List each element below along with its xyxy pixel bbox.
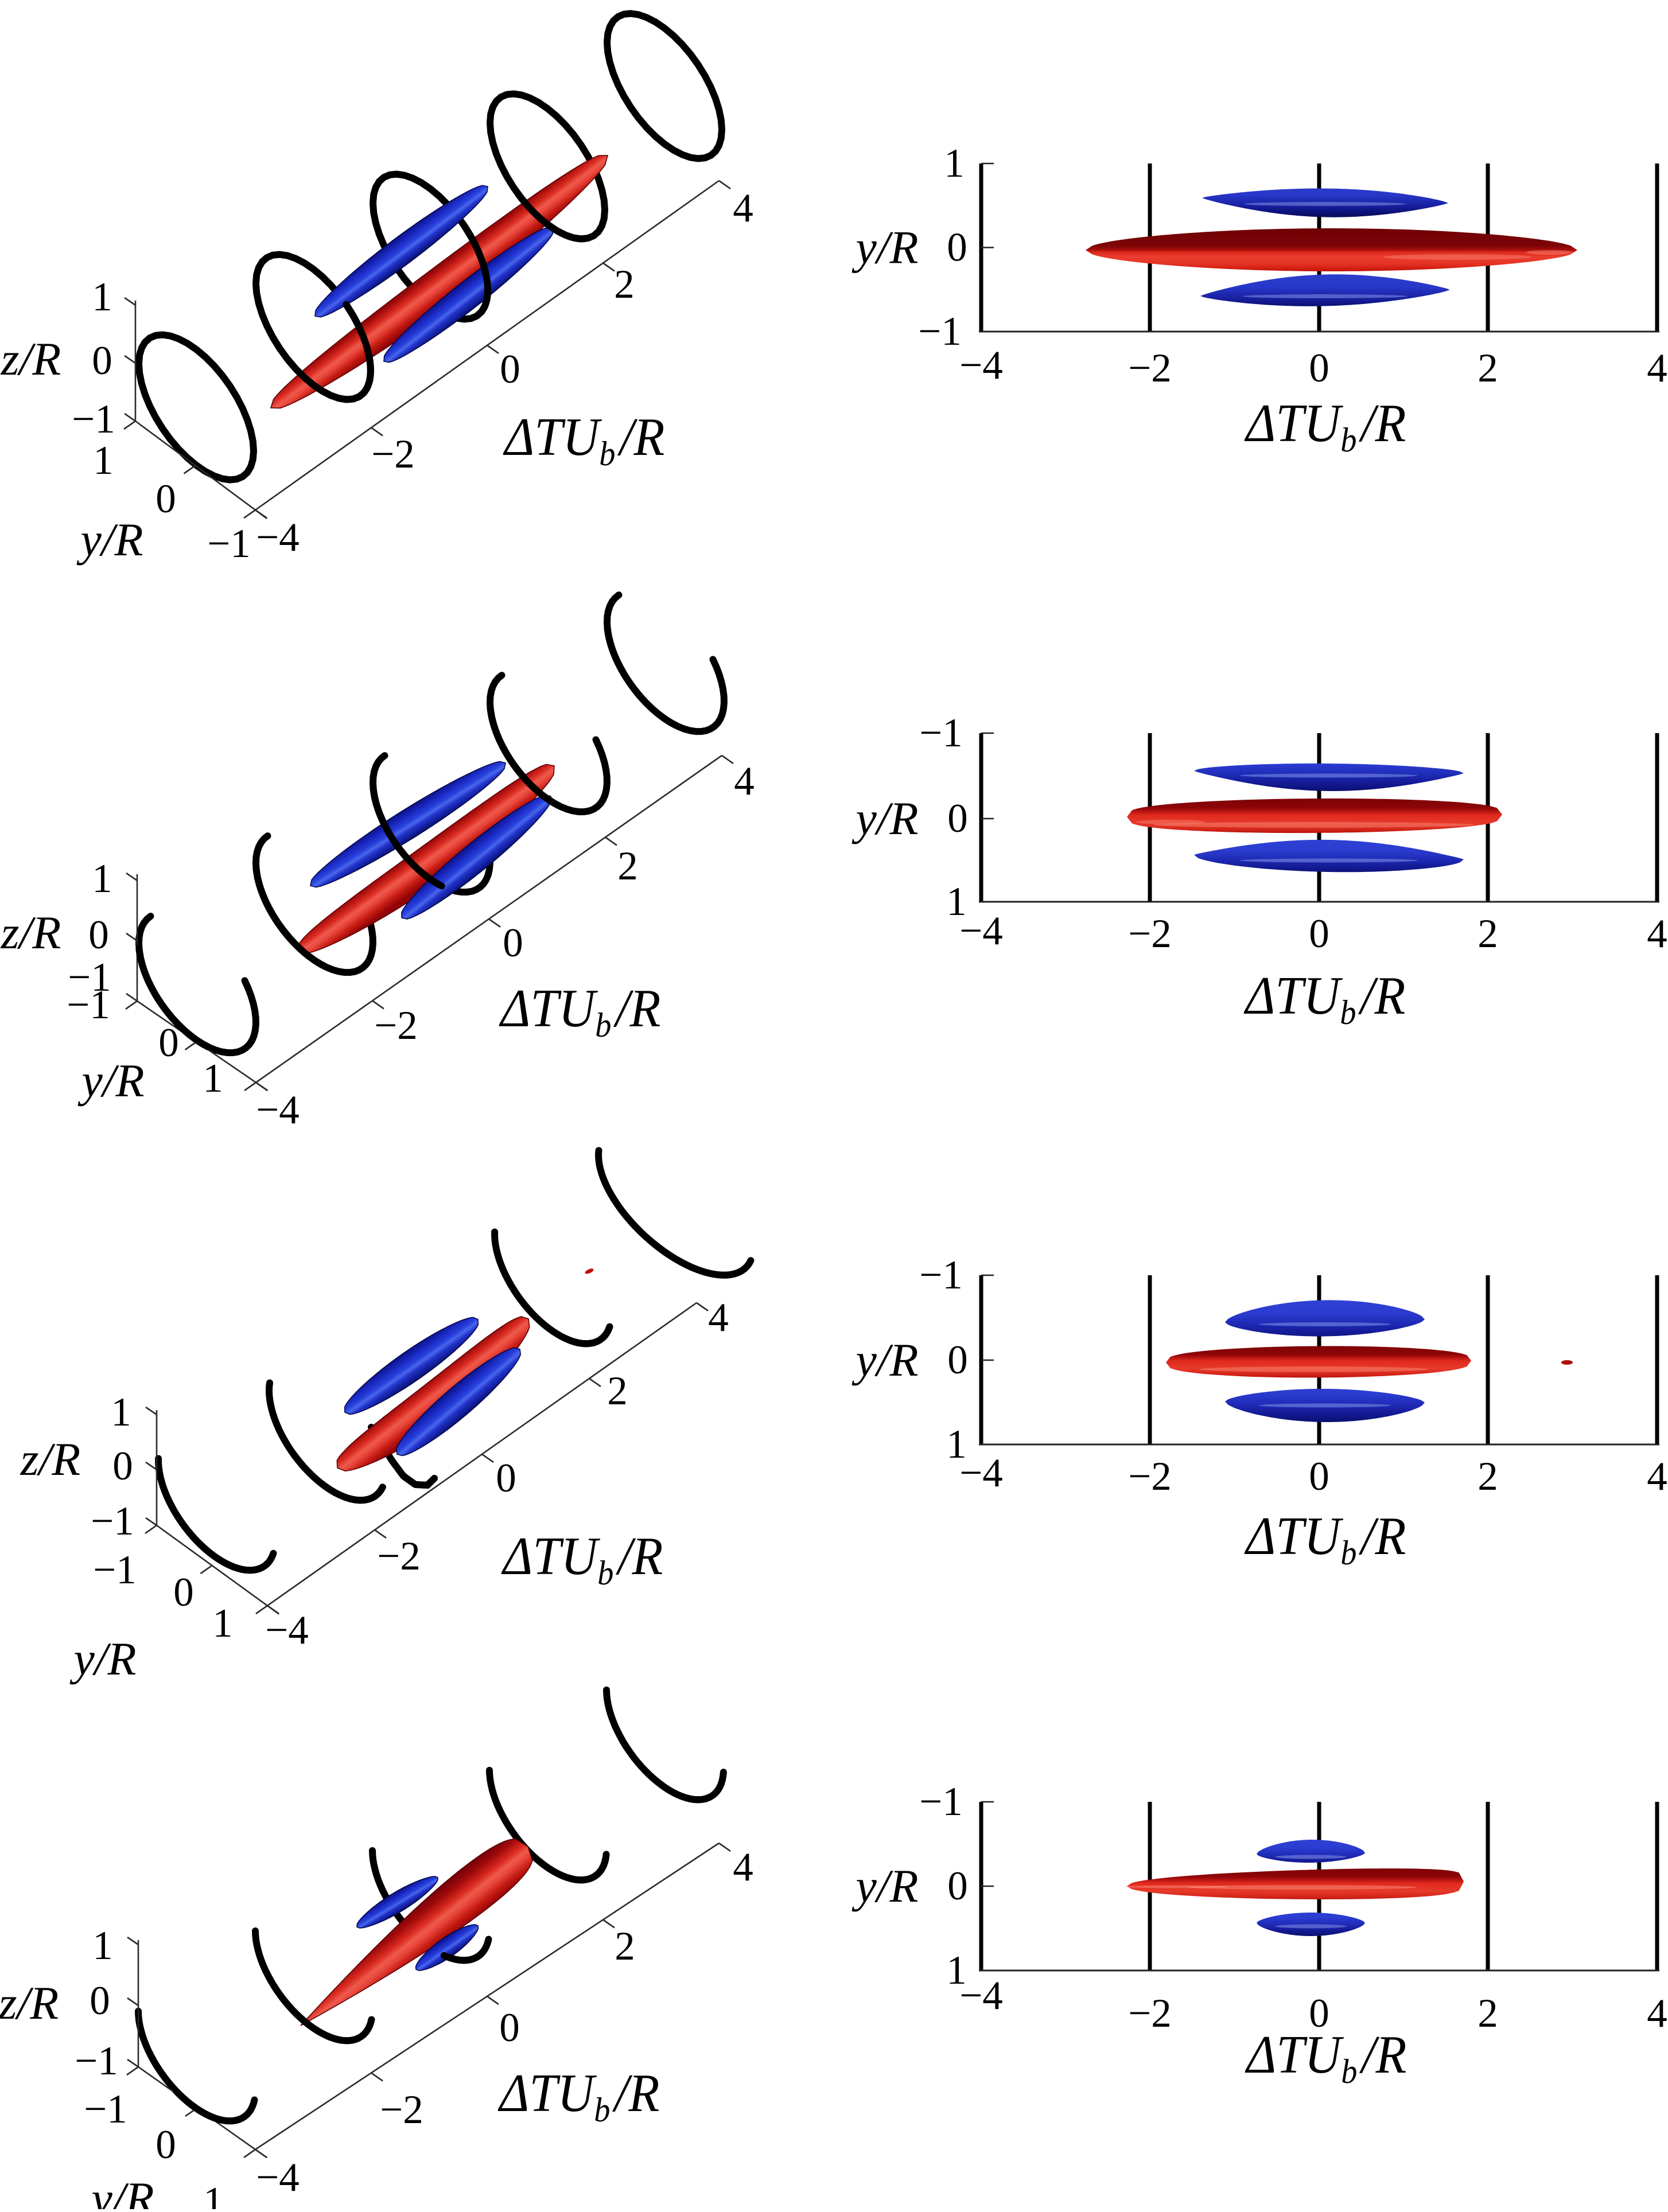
- svg-text:1: 1: [92, 275, 112, 320]
- svg-text:ΔTUb/R: ΔTUb/R: [497, 2063, 660, 2129]
- svg-text:1: 1: [946, 879, 967, 924]
- svg-text:y/R: y/R: [852, 1334, 918, 1386]
- svg-text:1: 1: [92, 856, 112, 901]
- svg-text:1: 1: [111, 1390, 131, 1435]
- svg-text:1: 1: [203, 2179, 224, 2209]
- svg-text:1: 1: [93, 438, 114, 483]
- svg-text:−1: −1: [75, 2039, 118, 2084]
- svg-text:0: 0: [1309, 1991, 1329, 2036]
- svg-text:0: 0: [92, 338, 112, 383]
- svg-text:ΔTUb/R: ΔTUb/R: [1245, 2025, 1407, 2091]
- svg-text:−1: −1: [84, 2087, 127, 2132]
- svg-text:2: 2: [614, 262, 635, 307]
- svg-text:0: 0: [155, 477, 176, 521]
- svg-text:ΔTUb/R: ΔTUb/R: [503, 407, 665, 473]
- svg-text:ΔTUb/R: ΔTUb/R: [501, 1526, 663, 1592]
- svg-text:0: 0: [947, 225, 967, 270]
- svg-text:y/R: y/R: [852, 221, 918, 274]
- svg-text:4: 4: [733, 186, 753, 231]
- svg-text:0: 0: [1309, 1454, 1329, 1499]
- svg-text:ΔTUb/R: ΔTUb/R: [1244, 1506, 1406, 1572]
- svg-text:2: 2: [617, 844, 638, 889]
- svg-text:1: 1: [946, 1422, 967, 1467]
- svg-text:1: 1: [203, 1056, 223, 1101]
- svg-text:−1: −1: [93, 1548, 137, 1592]
- svg-text:−2: −2: [377, 1534, 421, 1579]
- svg-text:y/R: y/R: [77, 1054, 144, 1107]
- svg-text:4: 4: [708, 1295, 729, 1340]
- svg-text:0: 0: [1309, 346, 1329, 391]
- svg-text:2: 2: [607, 1369, 628, 1413]
- svg-text:−4: −4: [265, 1608, 309, 1653]
- svg-text:2: 2: [1478, 346, 1498, 391]
- svg-text:0: 0: [173, 1570, 194, 1615]
- svg-text:2: 2: [615, 1924, 635, 1969]
- svg-text:−2: −2: [1128, 346, 1172, 391]
- svg-text:2: 2: [1478, 1991, 1498, 2036]
- svg-text:4: 4: [1647, 1454, 1667, 1499]
- svg-text:−1: −1: [68, 955, 111, 1000]
- svg-text:−1: −1: [91, 1499, 134, 1544]
- svg-text:−2: −2: [1128, 1991, 1172, 2036]
- svg-text:z/R: z/R: [20, 1433, 81, 1485]
- svg-text:0: 0: [1309, 912, 1329, 956]
- svg-text:−1: −1: [207, 521, 251, 566]
- svg-text:z/R: z/R: [1, 906, 61, 959]
- svg-text:4: 4: [733, 1845, 753, 1890]
- svg-text:y/R: y/R: [87, 2172, 154, 2209]
- svg-text:1: 1: [946, 1948, 967, 1993]
- svg-text:−1: −1: [919, 711, 963, 755]
- svg-text:−4: −4: [959, 343, 1003, 388]
- svg-text:1: 1: [92, 1923, 113, 1968]
- svg-text:0: 0: [499, 2005, 520, 2050]
- svg-text:−4: −4: [959, 1451, 1003, 1496]
- svg-text:0: 0: [158, 1021, 179, 1065]
- svg-text:1: 1: [944, 141, 965, 186]
- svg-text:ΔTUb/R: ΔTUb/R: [499, 979, 661, 1045]
- svg-text:−4: −4: [256, 515, 300, 560]
- svg-text:−1: −1: [72, 397, 115, 442]
- svg-text:0: 0: [947, 796, 968, 841]
- svg-text:−1: −1: [67, 983, 110, 1027]
- svg-text:0: 0: [90, 1979, 110, 2023]
- svg-text:ΔTUb/R: ΔTUb/R: [1243, 966, 1406, 1032]
- svg-text:y/R: y/R: [852, 792, 918, 844]
- svg-text:z/R: z/R: [0, 1977, 59, 2029]
- svg-text:ΔTUb/R: ΔTUb/R: [1244, 394, 1406, 459]
- svg-text:4: 4: [734, 759, 755, 804]
- svg-text:−4: −4: [256, 2155, 300, 2200]
- svg-text:1: 1: [212, 1601, 233, 1646]
- svg-text:−2: −2: [374, 1003, 418, 1048]
- svg-text:−2: −2: [1128, 1454, 1172, 1499]
- svg-text:y/R: y/R: [69, 1633, 136, 1685]
- svg-text:0: 0: [947, 1338, 968, 1382]
- svg-text:−2: −2: [1128, 912, 1172, 956]
- svg-text:−1: −1: [919, 1253, 963, 1298]
- svg-text:y/R: y/R: [852, 1860, 918, 1912]
- svg-text:4: 4: [1647, 346, 1667, 391]
- svg-text:2: 2: [1478, 1454, 1498, 1499]
- svg-text:−4: −4: [959, 1973, 1003, 2018]
- svg-text:−1: −1: [919, 1779, 963, 1824]
- svg-text:y/R: y/R: [76, 513, 143, 566]
- svg-text:z/R: z/R: [1, 333, 61, 385]
- svg-text:0: 0: [112, 1444, 133, 1489]
- svg-text:−4: −4: [256, 1088, 300, 1132]
- svg-text:−2: −2: [371, 432, 415, 477]
- svg-text:−4: −4: [959, 909, 1003, 953]
- svg-text:0: 0: [947, 1864, 968, 1909]
- svg-text:2: 2: [1478, 912, 1498, 956]
- svg-text:0: 0: [503, 921, 523, 965]
- svg-text:0: 0: [496, 1456, 516, 1501]
- svg-text:−2: −2: [380, 2088, 423, 2132]
- svg-text:0: 0: [155, 2123, 176, 2167]
- svg-text:0: 0: [500, 347, 520, 392]
- svg-text:−1: −1: [918, 309, 962, 354]
- svg-text:4: 4: [1647, 912, 1667, 956]
- svg-text:0: 0: [88, 913, 109, 957]
- svg-text:4: 4: [1647, 1991, 1667, 2036]
